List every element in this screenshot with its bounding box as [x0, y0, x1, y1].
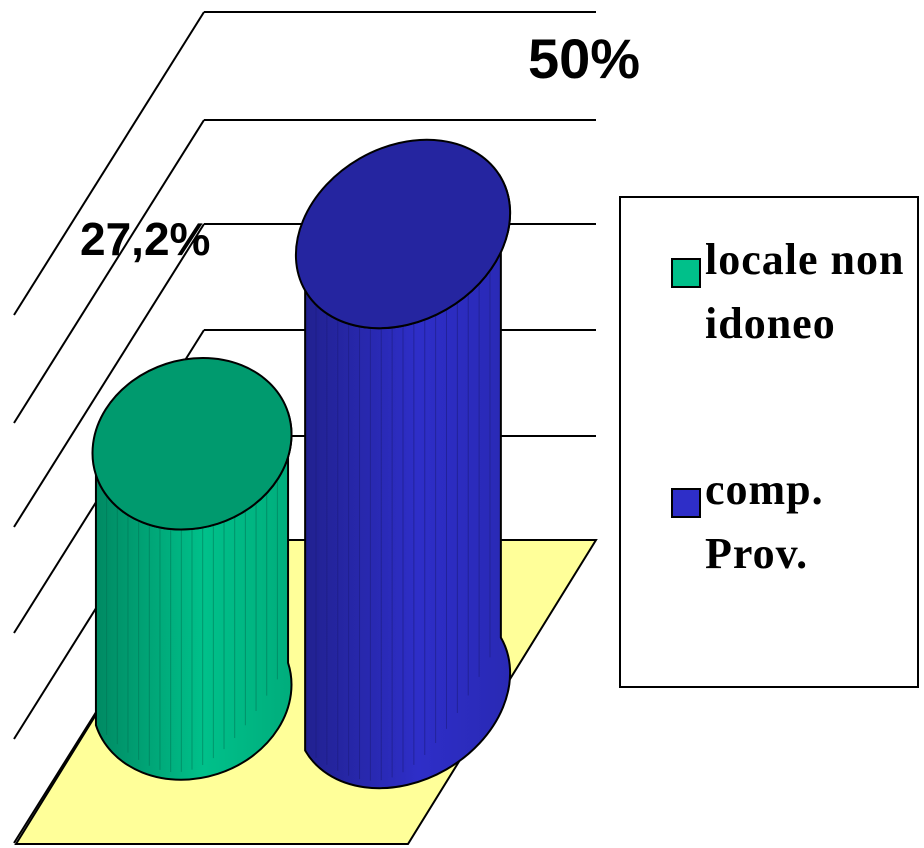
- data-label-comp-prov: 50%: [528, 27, 641, 90]
- bar-comp-prov: [294, 138, 512, 790]
- gridline-side-2: [13, 223, 205, 528]
- legend: locale non idoneo comp. Prov.: [619, 196, 919, 688]
- legend-label-comp-prov: comp. Prov.: [705, 465, 824, 578]
- bar-locale-non-idoneo: [91, 356, 293, 781]
- bar-top-0: [91, 356, 293, 531]
- bars: [91, 138, 512, 790]
- data-label-locale-non-idoneo: 27,2%: [80, 213, 211, 265]
- gridline-side-1: [13, 119, 205, 424]
- legend-swatch-locale-non-idoneo: [671, 258, 701, 288]
- legend-label-locale-non-idoneo: locale non idoneo: [705, 235, 905, 348]
- legend-swatch-comp-prov: [671, 488, 701, 518]
- bar-top-1: [294, 138, 512, 330]
- gridline-side-0: [13, 11, 205, 316]
